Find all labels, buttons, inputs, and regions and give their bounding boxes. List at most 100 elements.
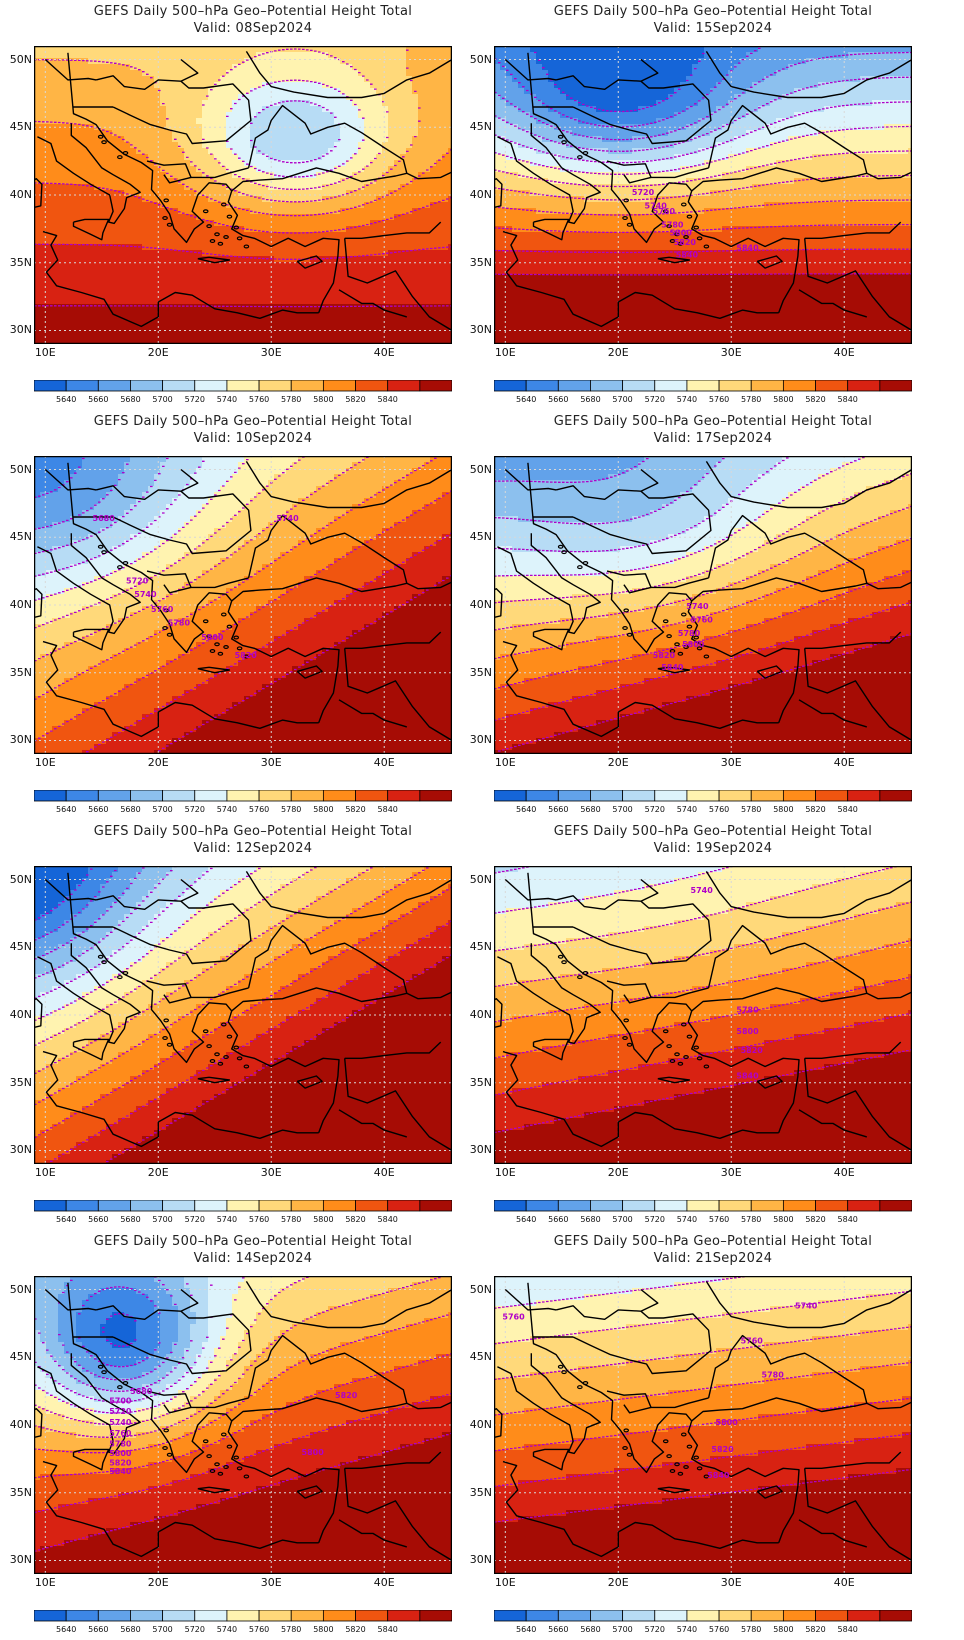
island — [703, 244, 710, 249]
island — [577, 155, 583, 160]
lon-tick-label: 40E — [829, 756, 859, 769]
island — [693, 635, 700, 640]
lon-tick-label: 20E — [603, 756, 633, 769]
lon-tick-label: 20E — [143, 346, 173, 359]
colorbar-label: 5740 — [217, 1625, 237, 1634]
island — [666, 224, 672, 229]
colorbar-swatch — [97, 1200, 131, 1212]
contour-line — [34, 1313, 452, 1454]
contour-line — [494, 223, 912, 234]
lat-tick-label: 45N — [466, 120, 492, 133]
colorbar-label: 5680 — [580, 395, 600, 404]
island — [166, 1042, 173, 1047]
coastlines-borders — [34, 1281, 452, 1562]
map-frame — [494, 1276, 912, 1574]
coastline — [245, 871, 452, 919]
contour-line — [494, 456, 869, 577]
coastline — [555, 485, 712, 555]
panel-valid-date: Valid: 14Sep2024 — [34, 1251, 472, 1267]
colorbar-swatch — [65, 790, 99, 802]
colorbar-swatch — [782, 380, 816, 392]
island — [686, 624, 693, 629]
colorbar-swatch — [258, 380, 292, 392]
lon-tick-label: 30E — [256, 346, 286, 359]
colorbar-label: 5780 — [281, 1215, 301, 1224]
island — [623, 1018, 629, 1023]
map-panel: GEFS Daily 500–hPa Geo–Potential Height … — [0, 820, 482, 1230]
colorbar-label: 5840 — [838, 1625, 858, 1634]
colorbar-swatch — [622, 380, 656, 392]
colorbar-label: 5840 — [378, 395, 398, 404]
contour-lines — [34, 48, 452, 308]
colorbar-swatch — [194, 790, 228, 802]
colorbar-label: 5800 — [313, 805, 333, 814]
coastline — [687, 190, 800, 314]
lon-tick-label: 40E — [369, 346, 399, 359]
map-frame — [494, 46, 912, 344]
island — [97, 1364, 104, 1369]
coastline — [227, 1420, 340, 1544]
colorbar: 5640 5660 5680 5700 5720 5740 5760 5780 5800 5820… — [494, 1610, 912, 1634]
colorbar-label: 5820 — [345, 395, 365, 404]
contour-label: 5780 — [736, 1005, 759, 1014]
coastline — [146, 980, 192, 1004]
island — [163, 1018, 169, 1023]
coastline — [494, 1407, 503, 1439]
lon-tick-label: 30E — [716, 1576, 746, 1589]
contour-line — [34, 1283, 193, 1392]
island — [623, 1428, 629, 1433]
lat-tick-label: 35N — [466, 666, 492, 679]
coastline — [42, 1460, 319, 1558]
coastline — [657, 1486, 691, 1494]
height-field-map: 5680 5740 5720 5740 5760 5780 5800 5820 — [34, 456, 452, 754]
lon-tick-label: 10E — [490, 1166, 520, 1179]
island — [680, 1022, 687, 1027]
coastline — [191, 167, 249, 179]
lon-tick-label: 10E — [30, 756, 60, 769]
colorbar: 5640 5660 5680 5700 5720 5740 5760 5780 5800 5820… — [34, 380, 452, 404]
panel-title: GEFS Daily 500–hPa Geo–Potential Height … — [494, 414, 932, 430]
lon-tick-label: 40E — [829, 1576, 859, 1589]
colorbar-swatch — [782, 1610, 816, 1622]
colorbar-label: 5720 — [185, 1215, 205, 1224]
island — [223, 644, 229, 649]
contour-label: 5820 — [335, 1391, 358, 1400]
lon-tick-label: 20E — [143, 1166, 173, 1179]
island — [703, 1064, 710, 1069]
coastline — [338, 1109, 408, 1138]
lon-tick-label: 20E — [603, 346, 633, 359]
island — [674, 1052, 680, 1057]
colorbar-swatch — [750, 790, 784, 802]
coastline — [532, 628, 570, 651]
coastline — [34, 177, 43, 209]
colorbar-label: 5700 — [612, 1215, 632, 1224]
colorbar-label: 5700 — [152, 395, 172, 404]
island — [669, 1059, 676, 1064]
coastline — [406, 171, 452, 180]
island — [226, 624, 233, 629]
coastline — [37, 533, 141, 635]
contour-label: 5800 — [716, 1418, 739, 1427]
island — [206, 634, 212, 639]
colorbar-label: 5640 — [56, 1625, 76, 1634]
coastlines-borders — [34, 461, 452, 742]
colorbar-label: 5760 — [249, 1625, 269, 1634]
island — [206, 1454, 212, 1459]
panel-valid-date: Valid: 19Sep2024 — [494, 841, 932, 857]
colorbar-swatch — [590, 380, 624, 392]
map-frame — [494, 866, 912, 1164]
panel-valid-date: Valid: 12Sep2024 — [34, 841, 472, 857]
lat-tick-label: 40N — [6, 1008, 32, 1021]
coastline — [197, 256, 231, 264]
height-field-map: 5680570057205740576057805800582058205800… — [34, 1276, 452, 1574]
coastline — [42, 230, 319, 328]
coastline — [180, 878, 199, 902]
coastline — [296, 665, 323, 679]
coastline — [95, 75, 252, 145]
island — [226, 1444, 233, 1449]
island — [97, 134, 104, 139]
colorbar-label: 5680 — [580, 1215, 600, 1224]
contour-label: 5840 — [661, 663, 684, 672]
lat-tick-label: 45N — [466, 940, 492, 953]
island — [206, 1044, 212, 1049]
